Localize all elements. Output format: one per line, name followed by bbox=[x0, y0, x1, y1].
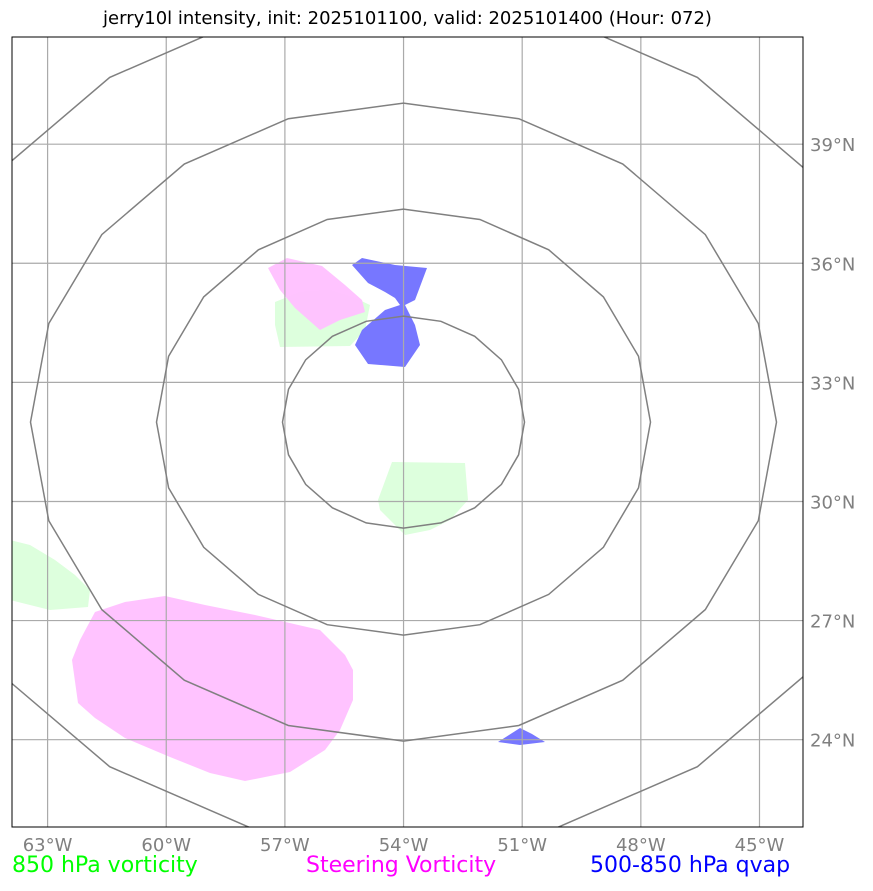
vorticity-850-area bbox=[12, 540, 90, 610]
longitude-tick-label: 54°W bbox=[379, 835, 429, 856]
range-ring bbox=[155, 208, 652, 636]
legend-qvap: 500-850 hPa qvap bbox=[590, 853, 791, 878]
legend-vorticity-850: 850 hPa vorticity bbox=[12, 853, 198, 878]
map-frame bbox=[11, 36, 804, 828]
steering-vorticity-areas bbox=[72, 258, 365, 781]
map-title: jerry10l intensity, init: 2025101100, va… bbox=[103, 8, 712, 29]
vorticity-850-area bbox=[378, 462, 468, 535]
longitude-tick-label: 51°W bbox=[497, 835, 547, 856]
latitude-tick-label: 33°N bbox=[810, 373, 855, 394]
latitude-tick-label: 36°N bbox=[810, 254, 855, 275]
latitude-labels: 39°N 36°N 33°N 30°N 27°N 24°N bbox=[810, 135, 855, 751]
longitude-tick-label: 48°W bbox=[616, 835, 666, 856]
longitude-tick-label: 60°W bbox=[141, 835, 191, 856]
range-ring bbox=[281, 315, 526, 529]
qvap-area bbox=[352, 258, 427, 367]
steering-vorticity-area bbox=[72, 596, 353, 781]
range-rings bbox=[12, 37, 803, 827]
longitude-tick-label: 45°W bbox=[735, 835, 785, 856]
longitude-tick-label: 57°W bbox=[260, 835, 310, 856]
legend-steering-vorticity: Steering Vorticity bbox=[306, 853, 497, 878]
latitude-tick-label: 27°N bbox=[810, 612, 855, 633]
longitude-tick-label: 63°W bbox=[23, 835, 73, 856]
latitude-tick-label: 30°N bbox=[810, 492, 855, 513]
qvap-areas bbox=[352, 258, 545, 745]
qvap-area bbox=[498, 728, 545, 745]
range-ring bbox=[12, 37, 803, 827]
steering-vorticity-area bbox=[268, 258, 365, 330]
latitude-tick-label: 39°N bbox=[810, 135, 855, 156]
range-ring bbox=[29, 102, 778, 742]
longitude-labels: 63°W 60°W 57°W 54°W 51°W 48°W 45°W bbox=[23, 835, 785, 856]
latitude-tick-label: 24°N bbox=[810, 731, 855, 752]
